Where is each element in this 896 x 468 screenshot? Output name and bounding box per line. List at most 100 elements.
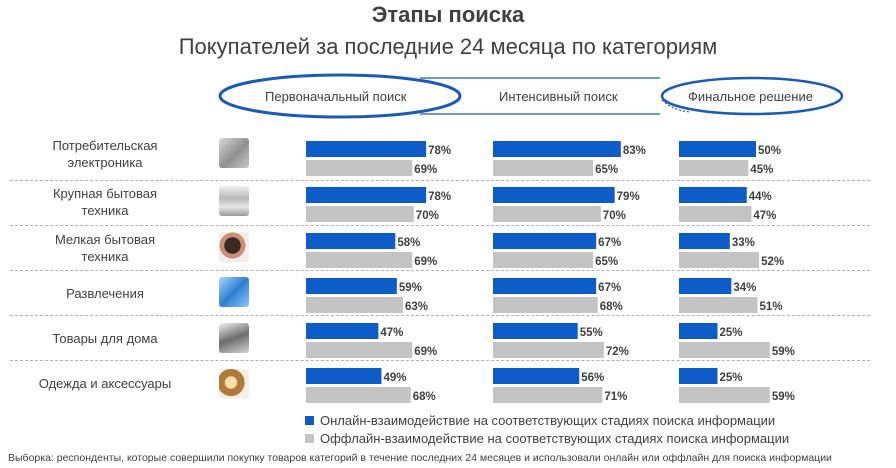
chart-title: Этапы поиска xyxy=(371,2,525,27)
row-divider xyxy=(10,270,870,271)
stage-ellipse-final xyxy=(660,76,844,116)
value-label-online: 56% xyxy=(581,372,604,384)
value-label-offline: 71% xyxy=(604,391,627,403)
bar-offline xyxy=(493,387,603,403)
legend-swatch-online xyxy=(305,416,314,426)
accessories-icon xyxy=(219,369,249,399)
value-label-offline: 63% xyxy=(405,301,428,313)
category-line: техника xyxy=(81,203,129,218)
bar-online xyxy=(679,141,756,157)
value-label-offline: 47% xyxy=(753,210,776,222)
footnote: Выборка: респонденты, которые совершили … xyxy=(8,452,832,464)
bar-online xyxy=(306,323,379,339)
category-label-electronics: Потребительская электроника xyxy=(10,137,200,171)
legend-swatch-offline xyxy=(305,434,314,444)
value-label-online: 33% xyxy=(732,237,755,249)
value-label-online: 59% xyxy=(399,282,422,294)
bar-online xyxy=(306,233,396,249)
value-label-online: 44% xyxy=(749,191,772,203)
stage-label-final: Финальное решение xyxy=(688,89,813,104)
category-label-apparel: Одежда и аксессуары xyxy=(10,375,200,392)
value-label-online: 78% xyxy=(428,145,451,157)
value-label-offline: 52% xyxy=(761,256,784,268)
legend-offline: Оффлайн-взаимодействие на соответствующи… xyxy=(305,431,789,446)
value-label-offline: 70% xyxy=(603,210,626,222)
category-line: Одежда и аксессуары xyxy=(38,376,172,391)
category-line: Развлечения xyxy=(66,286,144,301)
stage-outline-intensive xyxy=(420,77,660,115)
value-label-offline: 65% xyxy=(595,164,618,176)
bar-online xyxy=(306,368,382,384)
category-line: техника xyxy=(81,249,129,264)
value-label-offline: 69% xyxy=(414,346,437,358)
appliance-icon xyxy=(219,186,249,216)
value-label-online: 78% xyxy=(428,191,451,203)
bar-offline xyxy=(493,342,604,358)
value-label-online: 25% xyxy=(720,372,743,384)
value-label-online: 67% xyxy=(598,282,621,294)
bar-online xyxy=(493,323,578,339)
category-label-home-goods: Товары для дома xyxy=(10,330,200,347)
value-label-offline: 72% xyxy=(606,346,629,358)
stage-label-intensive: Интенсивный поиск xyxy=(499,89,618,104)
bar-offline xyxy=(679,252,760,268)
value-label-offline: 51% xyxy=(760,301,783,313)
category-label-small-appliances: Мелкая бытовая техника xyxy=(10,231,200,265)
bar-online xyxy=(679,323,718,339)
electronics-icon xyxy=(219,138,249,168)
value-label-online: 34% xyxy=(733,282,756,294)
category-line: Мелкая бытовая xyxy=(54,232,156,247)
category-line: Потребительская xyxy=(52,138,158,153)
value-label-online: 79% xyxy=(617,191,640,203)
value-label-online: 25% xyxy=(720,327,743,339)
value-label-offline: 59% xyxy=(772,346,795,358)
bar-online xyxy=(493,278,597,294)
bar-offline xyxy=(306,342,413,358)
bar-offline xyxy=(679,160,749,176)
value-label-offline: 45% xyxy=(750,164,773,176)
row-divider xyxy=(10,225,870,226)
hairdryer-icon xyxy=(219,232,249,262)
bar-online xyxy=(493,233,597,249)
category-line: электроника xyxy=(67,155,143,170)
bar-offline xyxy=(306,387,411,403)
bar-offline xyxy=(679,387,770,403)
category-label-large-appliances: Крупная бытовая техника xyxy=(10,185,200,219)
stage-dotted-connector xyxy=(661,99,691,113)
value-label-online: 83% xyxy=(623,145,646,157)
disc-icon xyxy=(219,277,249,307)
bar-offline xyxy=(493,297,598,313)
row-divider xyxy=(10,180,870,181)
bar-online xyxy=(493,141,621,157)
bar-online xyxy=(679,233,730,249)
legend-online-label: Онлайн-взаимодействие на соответствующих… xyxy=(320,413,776,428)
bar-online xyxy=(679,368,718,384)
bar-offline xyxy=(493,160,594,176)
category-label-entertainment: Развлечения xyxy=(10,285,200,302)
bar-offline xyxy=(679,206,752,222)
value-label-online: 50% xyxy=(758,145,781,157)
category-line: Крупная бытовая xyxy=(52,186,158,201)
bar-online xyxy=(679,278,732,294)
bar-online xyxy=(306,141,427,157)
bar-online xyxy=(306,187,427,203)
category-line: Товары для дома xyxy=(52,331,158,346)
bar-offline xyxy=(679,342,770,358)
row-divider xyxy=(10,360,870,361)
stage-label-initial: Первоначальный поиск xyxy=(265,89,407,104)
bar-offline xyxy=(306,297,404,313)
value-label-offline: 68% xyxy=(600,301,623,313)
value-label-online: 49% xyxy=(383,372,406,384)
bar-online xyxy=(493,187,615,203)
value-label-online: 55% xyxy=(580,327,603,339)
value-label-offline: 68% xyxy=(413,391,436,403)
value-label-online: 58% xyxy=(397,237,420,249)
value-label-online: 47% xyxy=(380,327,403,339)
value-label-offline: 65% xyxy=(595,256,618,268)
value-label-offline: 59% xyxy=(772,391,795,403)
value-label-offline: 69% xyxy=(414,256,437,268)
bar-offline xyxy=(493,206,601,222)
stage-ellipse-initial xyxy=(218,73,462,119)
value-label-offline: 70% xyxy=(416,210,439,222)
